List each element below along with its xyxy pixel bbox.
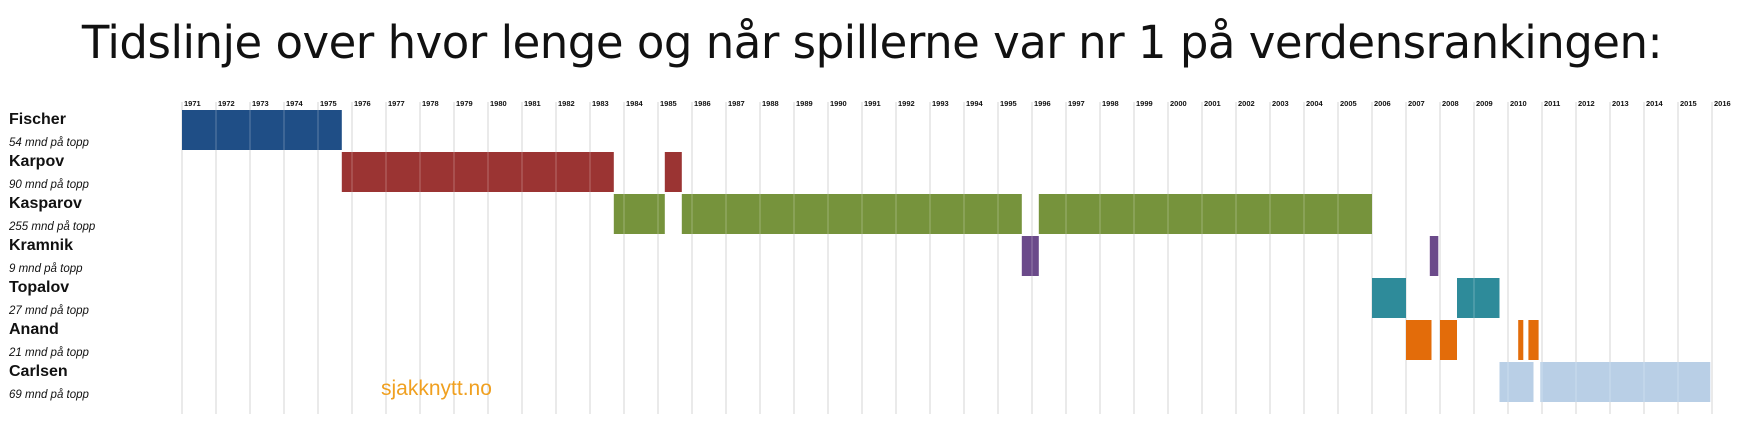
year-tick-label: 1994: [966, 99, 984, 108]
year-tick-label: 1977: [388, 99, 405, 108]
tenure-bar: [1518, 320, 1524, 360]
year-tick-label: 1976: [354, 99, 371, 108]
year-tick-label: 2001: [1204, 99, 1221, 108]
player-name: Kasparov: [9, 195, 82, 212]
year-tick-label: 1982: [558, 99, 575, 108]
tenure-bar: [1021, 236, 1039, 276]
year-tick-label: 1974: [286, 99, 304, 108]
year-tick-label: 1972: [218, 99, 235, 108]
player-name: Anand: [9, 321, 59, 338]
tenure-bar: [681, 194, 1022, 234]
player-name: Fischer: [9, 111, 66, 128]
year-tick-label: 1991: [864, 99, 881, 108]
year-tick-label: 1973: [252, 99, 269, 108]
year-tick-label: 2014: [1646, 99, 1664, 108]
tenure-bar: [1457, 278, 1500, 318]
player-months-at-top: 21 mnd på topp: [8, 347, 90, 359]
tenure-bar: [1499, 362, 1534, 402]
tenure-bar: [1038, 194, 1372, 234]
player-labels: Fischer 54 mnd på topp Karpov 90 mnd på top…: [8, 111, 96, 401]
year-tick-label: 1993: [932, 99, 949, 108]
year-tick-label: 2012: [1578, 99, 1595, 108]
year-tick-label: 1988: [762, 99, 779, 108]
year-tick-label: 2008: [1442, 99, 1459, 108]
year-tick-label: 2006: [1374, 99, 1391, 108]
year-tick-label: 1975: [320, 99, 337, 108]
year-tick-label: 2002: [1238, 99, 1255, 108]
year-tick-label: 2016: [1714, 99, 1731, 108]
year-tick-label: 1981: [524, 99, 541, 108]
year-tick-label: 1985: [660, 99, 677, 108]
player-months-at-top: 69 mnd på topp: [9, 389, 90, 401]
tenure-bar: [1429, 236, 1439, 276]
player-months-at-top: 54 mnd på topp: [9, 137, 90, 149]
year-tick-label: 1979: [456, 99, 473, 108]
year-tick-label: 1987: [728, 99, 745, 108]
player-name: Kramnik: [9, 237, 73, 254]
year-tick-label: 1997: [1068, 99, 1085, 108]
year-tick-label: 1998: [1102, 99, 1119, 108]
year-tick-label: 2009: [1476, 99, 1493, 108]
year-tick-label: 2015: [1680, 99, 1697, 108]
year-tick-label: 2000: [1170, 99, 1187, 108]
tenure-bar: [1528, 320, 1539, 360]
player-name: Topalov: [9, 279, 69, 296]
tenure-bar: [1540, 362, 1711, 402]
player-months-at-top: 255 mnd på topp: [8, 221, 96, 233]
tenure-bar: [613, 194, 665, 234]
year-tick-label: 2007: [1408, 99, 1425, 108]
year-tick-label: 1986: [694, 99, 711, 108]
year-tick-label: 1980: [490, 99, 507, 108]
year-tick-label: 1978: [422, 99, 439, 108]
chart-title: Tidslinje over hvor lenge og når spiller…: [81, 16, 1663, 69]
tenure-bar: [1406, 320, 1432, 360]
year-tick-label: 1996: [1034, 99, 1051, 108]
tenure-bar: [182, 110, 342, 150]
tenure-bar: [341, 152, 614, 192]
tenure-bars: [182, 110, 1711, 402]
player-months-at-top: 90 mnd på topp: [9, 179, 90, 191]
year-tick-label: 2003: [1272, 99, 1289, 108]
player-months-at-top: 27 mnd på topp: [8, 305, 90, 317]
tenure-bar: [1372, 278, 1406, 318]
tenure-bar: [664, 152, 682, 192]
year-tick-label: 1990: [830, 99, 847, 108]
watermark-text: sjakknytt.no: [381, 377, 492, 400]
player-name: Karpov: [9, 153, 64, 170]
year-tick-label: 2004: [1306, 99, 1324, 108]
year-tick-label: 2011: [1544, 99, 1560, 108]
year-tick-label: 1983: [592, 99, 609, 108]
year-tick-label: 1984: [626, 99, 644, 108]
year-tick-label: 1999: [1136, 99, 1153, 108]
year-tick-label: 1971: [184, 99, 201, 108]
tenure-bar: [1440, 320, 1457, 360]
year-tick-label: 1995: [1000, 99, 1017, 108]
year-tick-label: 1992: [898, 99, 915, 108]
year-tick-label: 2010: [1510, 99, 1527, 108]
year-tick-label: 2005: [1340, 99, 1357, 108]
player-name: Carlsen: [9, 363, 68, 380]
year-tick-label: 1989: [796, 99, 813, 108]
player-months-at-top: 9 mnd på topp: [9, 263, 83, 275]
year-tick-label: 2013: [1612, 99, 1629, 108]
year-axis-labels: 1971 1972 1973 1974 1975 1976 1977 1978 1979 1980…: [184, 99, 1731, 108]
